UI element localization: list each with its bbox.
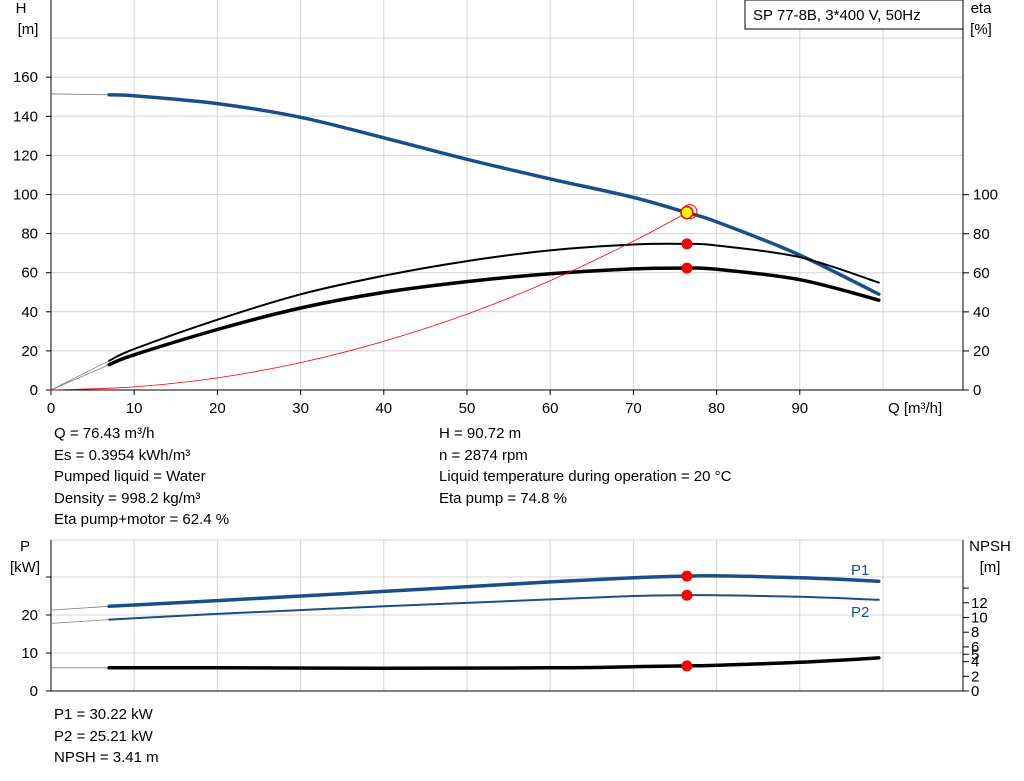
info-density: Density = 998.2 kg/m³ [54, 489, 201, 507]
x-axis-label: Q [m³/h] [888, 400, 942, 417]
npsh-tick-label: 2 [971, 668, 979, 685]
info-eta-pump: Eta pump = 74.8 % [439, 489, 567, 507]
info-p1: P1 = 30.22 kW [54, 706, 153, 723]
eta-tick-label: 0 [973, 382, 981, 399]
y-tick-label: 80 [21, 226, 38, 243]
x-tick-label: 30 [292, 400, 309, 417]
info-head: H = 90.72 m [439, 425, 522, 442]
operating-point-p2 [681, 589, 693, 601]
npsh-tick-label: 6 [971, 639, 979, 656]
series-eta_pump-extension [50, 360, 110, 391]
operating-point-p1 [681, 570, 693, 582]
eta-tick-label: 40 [973, 304, 990, 321]
series-system_curve-line [50, 209, 693, 391]
series-H-extension [50, 93, 110, 96]
series-P1-line [107, 574, 881, 609]
x-tick-label: 0 [47, 400, 55, 417]
p-axis-label-unit: [kW] [10, 559, 40, 576]
y-tick-label: 160 [13, 69, 38, 86]
x-tick-label: 80 [708, 400, 725, 417]
y-axis-label-name: H [16, 0, 27, 17]
eta-tick-label: 60 [973, 265, 990, 282]
y-tick-label: 140 [13, 108, 38, 125]
info-npsh: NPSH = 3.41 m [54, 749, 159, 766]
npsh-tick-label: 4 [971, 654, 979, 671]
npsh-axis-label-name: NPSH [969, 538, 1011, 555]
series-label-p2: P2 [851, 604, 869, 621]
operating-point-head [680, 205, 694, 220]
info-right: H = 90.72 m n = 2874 rpm Liquid temperat… [439, 423, 731, 509]
series-P2-extension [50, 619, 110, 624]
operating-point-eta-pump [681, 238, 693, 250]
series-P1-extension [50, 605, 110, 611]
series-eta_pump-line [108, 242, 880, 362]
eta-tick-label: 80 [973, 226, 990, 243]
npsh-tick-label: 0 [971, 683, 979, 700]
eta-tick-label: 100 [973, 187, 998, 204]
x-tick-label: 50 [459, 400, 476, 417]
x-tick-label: 10 [126, 400, 143, 417]
npsh-tick-label: 5 [971, 646, 979, 663]
info-speed: n = 2874 rpm [439, 446, 528, 464]
info-left: Q = 76.43 m³/h Es = 0.3954 kWh/m³ Pumped… [54, 423, 229, 531]
series-P2-line [108, 594, 880, 621]
p-tick-label: 0 [30, 683, 38, 700]
series-eta_total-extension [50, 364, 110, 391]
npsh-tick-label: 8 [971, 624, 979, 641]
series-NPSH-line [107, 656, 881, 670]
operating-point-eta-total [681, 262, 693, 274]
eta-axis-label-name: eta [971, 0, 993, 17]
x-tick-label: 20 [209, 400, 226, 417]
x-tick-label: 70 [625, 400, 642, 417]
p-tick-label: 10 [21, 645, 38, 662]
p-axis-label-name: P [20, 538, 30, 555]
y-tick-label: 0 [30, 382, 38, 399]
eta-axis-label-unit: [%] [970, 21, 992, 38]
y-axis-label-unit: [m] [18, 21, 39, 38]
y-tick-label: 20 [21, 343, 38, 360]
chart-title: SP 77-8B, 3*400 V, 50Hz [753, 7, 921, 24]
info-specific-energy: Es = 0.3954 kWh/m³ [54, 446, 191, 464]
series-eta_total-line [107, 266, 881, 367]
x-tick-label: 90 [791, 400, 808, 417]
eta-tick-label: 20 [973, 343, 990, 360]
info-bottom: P1 = 30.22 kW P2 = 25.21 kW NPSH = 3.41 … [54, 704, 159, 769]
y-tick-label: 100 [13, 187, 38, 204]
title-box [744, 0, 964, 30]
info-liquid-temperature: Liquid temperature during operation = 20… [439, 468, 732, 485]
p-tick-label: 20 [21, 607, 38, 624]
x-tick-label: 60 [542, 400, 559, 417]
y-tick-label: 120 [13, 147, 38, 164]
series-H-line [107, 93, 881, 296]
info-pumped-liquid: Pumped liquid = Water [54, 468, 206, 485]
npsh-tick-label: 10 [971, 610, 988, 627]
info-eta-total: Eta pump+motor = 62.4 % [54, 511, 230, 528]
operating-point-npsh [681, 660, 693, 672]
y-tick-label: 60 [21, 265, 38, 282]
npsh-axis-label-unit: [m] [980, 559, 1001, 576]
info-flow: Q = 76.43 m³/h [54, 425, 155, 442]
y-tick-label: 40 [21, 304, 38, 321]
npsh-tick-label: 12 [971, 595, 988, 612]
info-p2: P2 = 25.21 kW [54, 727, 153, 745]
series-label-p1: P1 [851, 562, 869, 579]
x-tick-label: 40 [375, 400, 392, 417]
